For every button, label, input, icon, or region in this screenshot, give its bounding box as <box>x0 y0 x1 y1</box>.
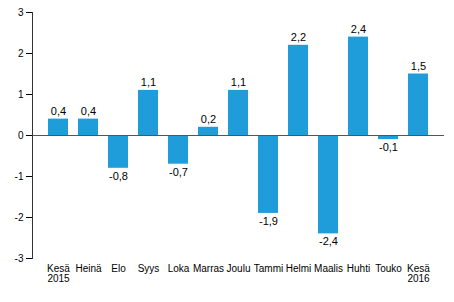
svg-text:Touko: Touko <box>375 263 402 274</box>
svg-text:-1,9: -1,9 <box>259 215 278 227</box>
svg-text:0,4: 0,4 <box>51 105 66 117</box>
svg-text:-2: -2 <box>15 212 24 223</box>
svg-text:-0,1: -0,1 <box>379 141 398 153</box>
svg-text:Loka: Loka <box>168 263 190 274</box>
svg-text:Marras: Marras <box>193 263 224 274</box>
svg-text:Syys: Syys <box>138 263 160 274</box>
svg-text:-3: -3 <box>15 253 24 264</box>
svg-text:Joulu: Joulu <box>227 263 251 274</box>
svg-text:-2,4: -2,4 <box>319 235 338 247</box>
svg-text:2,4: 2,4 <box>351 23 366 35</box>
svg-text:-1: -1 <box>15 171 24 182</box>
svg-text:-0,8: -0,8 <box>109 170 128 182</box>
svg-text:-0,7: -0,7 <box>169 166 188 178</box>
svg-text:1: 1 <box>18 89 24 100</box>
svg-text:Tammi: Tammi <box>254 263 283 274</box>
svg-text:0,4: 0,4 <box>81 105 96 117</box>
svg-text:3: 3 <box>18 7 24 18</box>
svg-text:0: 0 <box>18 130 24 141</box>
svg-text:1,5: 1,5 <box>411 60 426 72</box>
svg-text:2,2: 2,2 <box>291 31 306 43</box>
svg-text:1,1: 1,1 <box>141 76 156 88</box>
svg-text:Elo: Elo <box>111 263 126 274</box>
svg-text:Kesä2016: Kesä2016 <box>407 263 430 284</box>
svg-text:0,2: 0,2 <box>201 113 216 125</box>
svg-text:Huhti: Huhti <box>347 263 370 274</box>
svg-text:Helmi: Helmi <box>286 263 312 274</box>
svg-text:Maalis: Maalis <box>314 263 343 274</box>
svg-text:2: 2 <box>18 48 24 59</box>
svg-text:Kesä2015: Kesä2015 <box>47 263 70 284</box>
svg-text:1,1: 1,1 <box>231 76 246 88</box>
svg-text:Heinä: Heinä <box>75 263 102 274</box>
